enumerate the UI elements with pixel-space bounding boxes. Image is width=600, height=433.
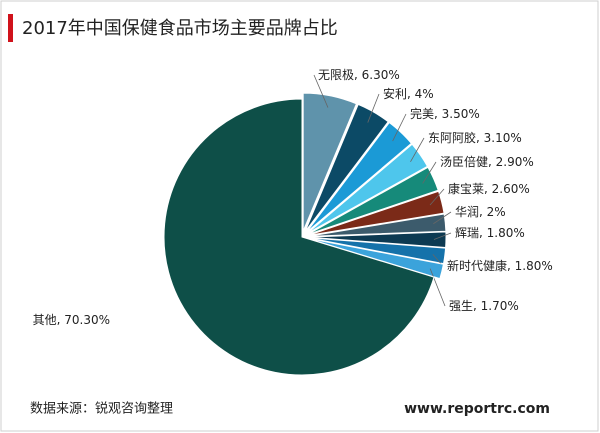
value-label: 2.90% xyxy=(496,155,534,169)
pie-slice xyxy=(307,213,447,237)
pie-slice xyxy=(302,92,358,232)
category-label: 新时代健康 xyxy=(447,258,507,273)
pie-slice xyxy=(307,190,445,237)
data-label: 完美, 3.50% xyxy=(410,106,480,121)
website: www.reportrc.com xyxy=(404,401,550,417)
category-label: 东阿阿胶 xyxy=(428,130,476,145)
data-label: 辉瑞, 1.80% xyxy=(455,226,525,240)
value-label: 6.30% xyxy=(362,68,400,82)
leader-line xyxy=(313,74,329,108)
data-label: 安利, 4% xyxy=(383,86,434,101)
data-label: 康宝莱, 2.60% xyxy=(448,181,530,196)
leader-line xyxy=(410,137,425,162)
category-label: 无限极 xyxy=(318,68,354,82)
data-label: 强生, 1.70% xyxy=(449,299,519,313)
value-label: 1.80% xyxy=(487,226,525,240)
leader-line xyxy=(422,161,437,184)
category-label: 安利 xyxy=(383,86,407,101)
pie-slice xyxy=(305,121,413,234)
value-label: 2.60% xyxy=(492,182,530,196)
value-label: 1.70% xyxy=(481,299,519,313)
data-label: 新时代健康, 1.80% xyxy=(447,258,553,273)
value-label: 1.80% xyxy=(515,259,553,273)
value-label: 3.10% xyxy=(484,131,522,145)
leader-line xyxy=(429,188,445,206)
leader-line xyxy=(433,232,452,240)
data-label: 华润, 2% xyxy=(455,205,506,219)
chart-title: 2017年中国保健食品市场主要品牌占比 xyxy=(22,18,338,39)
category-label: 汤臣倍健 xyxy=(440,154,488,169)
category-label: 辉瑞 xyxy=(455,226,479,240)
pie-slice xyxy=(307,237,447,265)
data-label: 无限极, 6.30% xyxy=(318,68,400,82)
category-label: 强生 xyxy=(449,299,473,313)
pie-slice xyxy=(163,98,435,376)
data-label: 其他, 70.30% xyxy=(33,313,110,327)
pie-slice xyxy=(306,143,429,235)
category-label: 完美 xyxy=(410,106,434,121)
value-label: 70.30% xyxy=(64,313,110,327)
category-label: 其他 xyxy=(33,313,57,327)
category-label: 华润 xyxy=(455,205,479,219)
leader-line xyxy=(367,93,380,123)
pie-slice xyxy=(307,166,439,236)
title-marker xyxy=(8,14,13,42)
source-note: 数据来源：锐观咨询整理 xyxy=(30,402,173,417)
value-label: 4% xyxy=(415,87,434,101)
value-label: 2% xyxy=(487,205,506,219)
category-label: 康宝莱 xyxy=(448,181,484,196)
data-label: 汤臣倍健, 2.90% xyxy=(440,154,534,169)
data-label: 东阿阿胶, 3.10% xyxy=(428,130,522,145)
leader-line xyxy=(429,268,446,307)
pie-slice xyxy=(307,237,444,280)
leader-line xyxy=(433,211,452,225)
pie-slice xyxy=(307,231,447,249)
leader-line xyxy=(392,113,407,142)
pie-slice xyxy=(304,103,389,233)
value-label: 3.50% xyxy=(442,107,480,121)
